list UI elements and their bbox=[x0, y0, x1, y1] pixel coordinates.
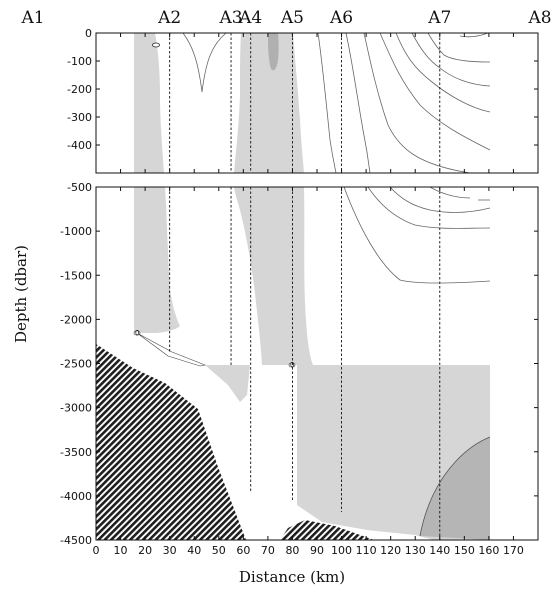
x-tick-label: 30 bbox=[163, 544, 177, 557]
y-tick-label: -400 bbox=[67, 139, 92, 152]
y-tick-label: -500 bbox=[67, 181, 92, 194]
lower-contour-lines bbox=[343, 187, 491, 284]
x-tick-label: 60 bbox=[236, 544, 250, 557]
lower-zero-loop-west bbox=[133, 330, 141, 336]
x-axis-label: Distance (km) bbox=[239, 568, 345, 586]
y-tick-label: -200 bbox=[67, 83, 92, 96]
station-label: A5 bbox=[280, 8, 304, 28]
x-tick-label: 100 bbox=[331, 544, 352, 557]
x-tick-label: 170 bbox=[503, 544, 524, 557]
x-tick-label: 110 bbox=[356, 544, 377, 557]
station-label: A2 bbox=[157, 8, 181, 28]
y-tick-label: -1500 bbox=[60, 269, 92, 282]
contour-label-zero-central: 0 bbox=[290, 361, 294, 369]
y-axis-upper: 0 -100 -200 -300 -400 bbox=[67, 27, 538, 152]
x-tick-label: 20 bbox=[138, 544, 152, 557]
station-lines bbox=[169, 33, 441, 540]
x-tick-label: 70 bbox=[261, 544, 275, 557]
upper-panel bbox=[134, 33, 491, 173]
y-tick-label: -1000 bbox=[60, 225, 92, 238]
x-tick-label: 40 bbox=[187, 544, 201, 557]
upper-shaded-region-central bbox=[234, 33, 304, 173]
x-tick-label: 50 bbox=[212, 544, 226, 557]
x-tick-label: 160 bbox=[478, 544, 499, 557]
y-tick-label: -4500 bbox=[60, 534, 92, 547]
y-tick-label: -3000 bbox=[60, 402, 92, 415]
x-tick-label: 80 bbox=[285, 544, 299, 557]
station-label: A8 bbox=[527, 8, 551, 28]
y-tick-label: -4000 bbox=[60, 490, 92, 503]
lower-dark-patch bbox=[420, 437, 490, 540]
lower-shaded-region-central bbox=[234, 187, 313, 365]
x-tick-label: 130 bbox=[405, 544, 426, 557]
x-tick-label: 90 bbox=[310, 544, 324, 557]
x-tick-label: 150 bbox=[454, 544, 475, 557]
lower-shaded-region-slope bbox=[205, 365, 250, 402]
upper-contour-lines bbox=[182, 33, 491, 173]
y-axis-label: Depth (dbar) bbox=[12, 245, 30, 343]
y-tick-label: -2000 bbox=[60, 313, 92, 326]
y-tick-label: -3500 bbox=[60, 446, 92, 459]
contour-label-zero-west: 0 bbox=[135, 329, 139, 337]
y-tick-label: -100 bbox=[67, 55, 92, 68]
station-label: A6 bbox=[329, 8, 353, 28]
x-tick-label: 120 bbox=[380, 544, 401, 557]
station-label: A7 bbox=[427, 8, 451, 28]
station-label: A4 bbox=[238, 8, 262, 28]
lower-shaded-region-west bbox=[134, 187, 180, 333]
x-axis: 0 10 20 30 40 50 60 70 80 90 100 110 120 130 140 150 160… bbox=[93, 33, 524, 557]
upper-shaded-region-west bbox=[134, 33, 164, 173]
y-tick-label: -300 bbox=[67, 111, 92, 124]
y-axis-lower: -500 -1000 -1500 -2000 -2500 -3000 -3500 -4000 -… bbox=[60, 181, 538, 547]
topography-east bbox=[280, 520, 374, 540]
lower-contour-boundary bbox=[419, 436, 491, 537]
x-tick-label: 10 bbox=[114, 544, 128, 557]
upper-dark-patch bbox=[268, 33, 279, 71]
x-tick-label: 0 bbox=[93, 544, 100, 557]
topography-west bbox=[96, 344, 246, 540]
upper-closed-contour bbox=[152, 42, 160, 48]
station-label: A3 bbox=[219, 8, 243, 28]
station-label: A1 bbox=[20, 8, 44, 28]
y-tick-label: 0 bbox=[85, 27, 92, 40]
lower-panel bbox=[96, 187, 491, 540]
lower-white-wedge bbox=[136, 332, 207, 367]
x-tick-label: 140 bbox=[429, 544, 450, 557]
y-tick-label: -2500 bbox=[60, 358, 92, 371]
